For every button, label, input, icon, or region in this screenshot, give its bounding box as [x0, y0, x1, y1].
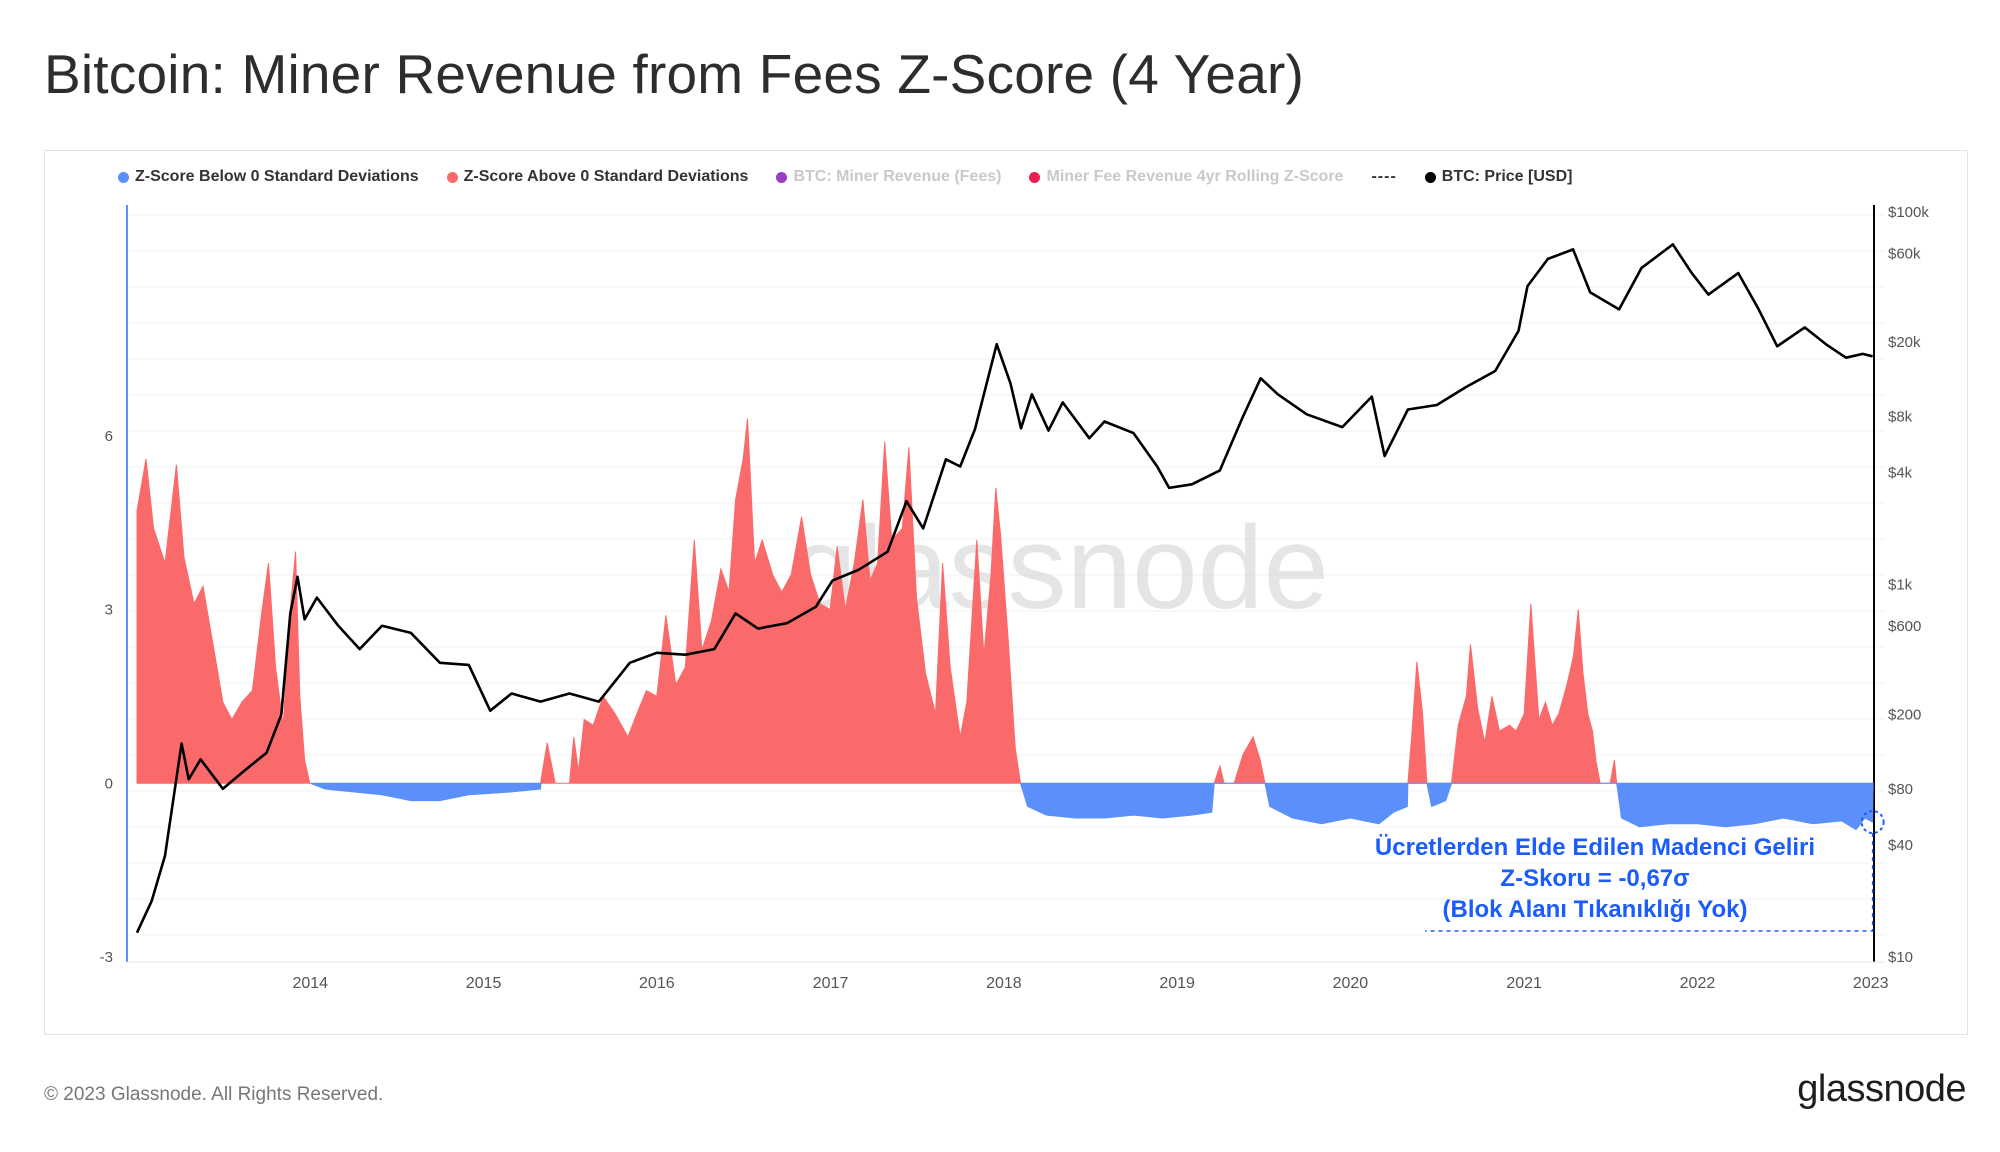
legend-dot-miner-revenue: [776, 171, 788, 183]
y-left-tick-label: 3: [105, 602, 113, 619]
legend-dot-z-above: [446, 171, 458, 183]
chart-frame: [44, 150, 1968, 1035]
x-tick-label: 2022: [1680, 975, 1716, 992]
legend-dash-marker: ----: [1371, 168, 1397, 185]
annotation-line-1: Ücretlerden Elde Edilen Madenci Geliri: [1374, 834, 1816, 861]
x-tick-label: 2015: [466, 975, 502, 992]
legend-dot-btc-price: [1424, 171, 1436, 183]
legend-item-z-above[interactable]: Z-Score Above 0 Standard Deviations: [446, 168, 749, 186]
chart-legend: Z-Score Below 0 Standard Deviations Z-Sc…: [118, 166, 1572, 188]
y-right-tick-label: $8k: [1888, 408, 1913, 425]
legend-item-btc-price[interactable]: BTC: Price [USD]: [1424, 168, 1573, 186]
y-right-tick-label: $10: [1888, 949, 1913, 966]
annotation-marker-circle: [1860, 810, 1885, 835]
x-tick-label: 2019: [1159, 975, 1195, 992]
y-right-tick-label: $40: [1888, 837, 1913, 854]
annotation-leader-line: [1425, 833, 1874, 932]
legend-dot-rolling-zscore: [1029, 171, 1041, 183]
zscore-above-area: [1407, 603, 1618, 784]
annotation-line-3: (Blok Alanı Tıkanıklığı Yok): [1442, 896, 1748, 923]
zscore-above-area: [1213, 735, 1266, 784]
y-right-tick-label: $600: [1888, 618, 1921, 635]
x-tick-label: 2018: [986, 975, 1022, 992]
legend-dot-z-below: [118, 171, 129, 183]
zscore-above-area: [136, 458, 311, 784]
y-right-tick-label: $4k: [1888, 464, 1913, 481]
y-right-tick-label: $80: [1888, 781, 1913, 798]
legend-item-dash[interactable]: ----: [1371, 168, 1396, 186]
y-right-tick-label: $20k: [1888, 334, 1921, 351]
footer-logo: glassnode: [1797, 1068, 1966, 1110]
annotation-line-2: Z-Skoru = -0,67σ: [1500, 865, 1690, 892]
x-tick-label: 2021: [1506, 975, 1542, 992]
legend-label-rolling-zscore: Miner Fee Revenue 4yr Rolling Z-Score: [1046, 168, 1344, 185]
annotation-callout: Ücretlerden Elde Edilen Madenci Geliri Z…: [1340, 832, 1850, 925]
y-right-tick-label: $100k: [1888, 204, 1929, 221]
x-tick-label: 2020: [1333, 975, 1369, 992]
legend-label-miner-revenue: BTC: Miner Revenue (Fees): [793, 168, 1002, 185]
y-left-tick-label: 0: [105, 775, 113, 792]
footer-copyright: © 2023 Glassnode. All Rights Reserved.: [44, 1084, 384, 1105]
zscore-below-area: [1019, 782, 1874, 831]
y-right-tick-label: $200: [1888, 707, 1921, 724]
y-right-tick-label: $60k: [1888, 245, 1921, 262]
legend-item-rolling-zscore[interactable]: Miner Fee Revenue 4yr Rolling Z-Score: [1029, 168, 1343, 186]
page-title: Bitcoin: Miner Revenue from Fees Z-Score…: [44, 43, 1305, 105]
zscore-below-area: [310, 782, 542, 802]
btc-price-line: [135, 243, 1873, 934]
legend-label-z-above: Z-Score Above 0 Standard Deviations: [463, 168, 749, 185]
zscore-above-area: [539, 418, 1022, 784]
x-tick-label: 2017: [813, 975, 849, 992]
y-left-tick-label: -3: [100, 949, 113, 966]
legend-item-miner-revenue[interactable]: BTC: Miner Revenue (Fees): [776, 168, 1001, 186]
legend-item-z-below[interactable]: Z-Score Below 0 Standard Deviations: [118, 168, 419, 186]
x-tick-label: 2016: [639, 975, 675, 992]
legend-label-z-below: Z-Score Below 0 Standard Deviations: [135, 168, 419, 185]
x-tick-label: 2014: [292, 975, 328, 992]
legend-label-btc-price: BTC: Price [USD]: [1441, 168, 1573, 185]
x-tick-label: 2023: [1853, 975, 1889, 992]
y-right-tick-label: $1k: [1888, 577, 1913, 594]
y-left-tick-label: 6: [105, 428, 113, 445]
